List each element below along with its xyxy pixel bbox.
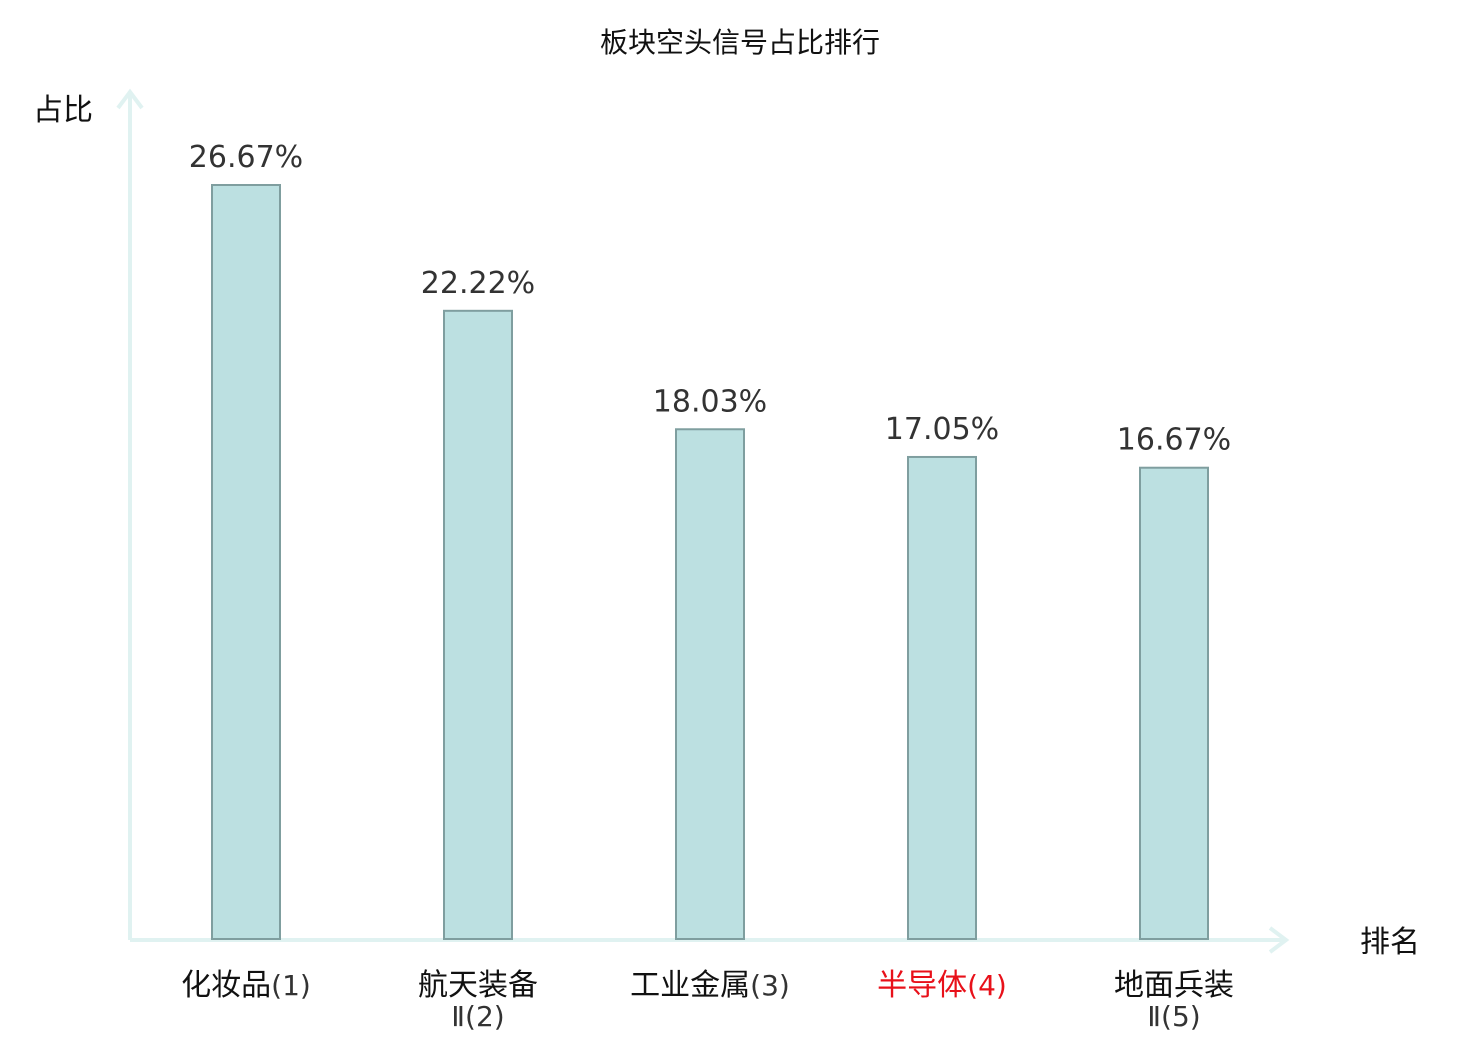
category-rank: (4) xyxy=(967,969,1007,1002)
category-label: 化妆品(1) xyxy=(181,968,311,1003)
y-axis-arrow-icon xyxy=(116,88,144,110)
y-axis-label: 占比 xyxy=(33,93,93,128)
category-label-line2: Ⅱ(2) xyxy=(451,1000,504,1033)
bar xyxy=(675,428,745,940)
bar-value-label: 18.03% xyxy=(653,384,767,419)
category-name: 航天装备 xyxy=(418,968,538,1003)
bar xyxy=(907,455,977,940)
bar xyxy=(1139,466,1209,940)
bar xyxy=(211,184,281,940)
category-name: 工业金属 xyxy=(630,968,750,1003)
bar xyxy=(443,309,513,940)
category-label: 工业金属(3) xyxy=(630,968,790,1003)
category-name: 化妆品 xyxy=(181,968,271,1003)
category-rank: (1) xyxy=(271,969,311,1002)
chart-title: 板块空头信号占比排行 xyxy=(600,26,880,59)
bar-value-label: 26.67% xyxy=(189,140,303,175)
category-name: 半导体 xyxy=(877,968,967,1003)
bar-value-label: 22.22% xyxy=(421,266,535,301)
value-labels-group: 26.67% 22.22% 18.03% 17.05% 16.67% xyxy=(189,140,1231,458)
category-label: 航天装备 xyxy=(418,968,538,1003)
category-label: 半导体(4) xyxy=(877,968,1007,1003)
category-rank: (3) xyxy=(750,969,790,1002)
bar-value-label: 16.67% xyxy=(1117,423,1231,458)
x-axis-arrow-icon xyxy=(1268,926,1290,954)
category-label: 地面兵装 xyxy=(1114,968,1234,1003)
category-label-line2: Ⅱ(5) xyxy=(1147,1000,1200,1033)
bars-group xyxy=(211,184,1209,940)
x-axis-label: 排名 xyxy=(1360,925,1420,960)
category-name: 地面兵装 xyxy=(1114,968,1234,1003)
bar-value-label: 17.05% xyxy=(885,412,999,447)
